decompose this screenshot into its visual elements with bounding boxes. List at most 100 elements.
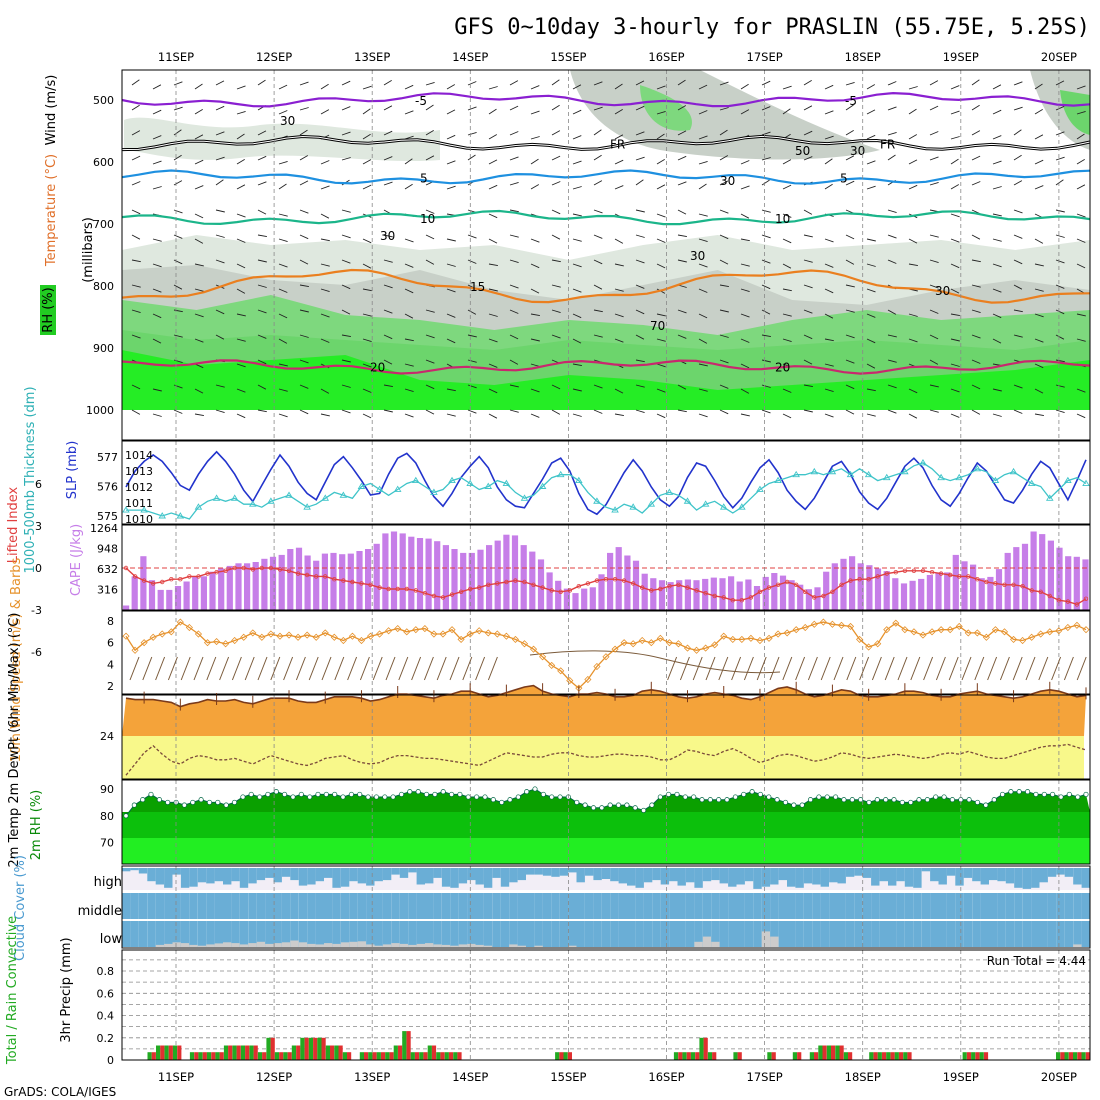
rh-marker [340, 794, 346, 800]
wind-axis-label: 10m Wind Speed (m/s) & Barbs [9, 557, 24, 762]
wind-speed-marker [846, 622, 855, 630]
panel-frame [121, 779, 1091, 865]
wind-barb [278, 338, 288, 344]
cape-bar [486, 545, 493, 610]
cloud-middle-bar [273, 893, 282, 919]
cloud-low-bar [425, 943, 434, 947]
wind-barb [155, 656, 166, 681]
wind-barb [950, 238, 960, 243]
wind-barb [908, 134, 918, 140]
cape-bar [278, 554, 285, 610]
wind-barb [1013, 106, 1023, 111]
wind-barb [320, 213, 330, 219]
wind-barb [362, 238, 372, 244]
li-marker [993, 581, 998, 586]
wind-barb [656, 388, 666, 393]
wind-barb [362, 288, 372, 292]
wind-barb [866, 109, 876, 115]
cloud-high-bar [677, 868, 686, 886]
wind-barb [1055, 284, 1065, 289]
wind-barb [887, 384, 897, 389]
li-marker [911, 568, 917, 573]
wind-barb [614, 263, 624, 267]
wind-barb [845, 180, 855, 186]
wind-barb [362, 388, 372, 393]
wind-barb [446, 338, 456, 344]
rh-marker [607, 802, 613, 808]
cloud-high-bar [610, 868, 619, 882]
cloud-high-bar [324, 868, 333, 878]
li-marker [431, 593, 437, 599]
cape-bar [174, 586, 182, 610]
wind-barb [803, 409, 813, 413]
cape-bar [477, 549, 484, 610]
cloud-low-bg [871, 921, 880, 947]
cloud-middle-bar [904, 893, 914, 919]
cloud-middle-bar [366, 893, 375, 919]
li-marker [413, 588, 418, 593]
wind-barb [131, 130, 141, 136]
wind-barb [803, 105, 813, 111]
wind-barb [929, 359, 939, 365]
wind-barb [530, 184, 540, 190]
wind-barb [1034, 288, 1044, 292]
thickness-marker [375, 485, 384, 492]
wind-barb [572, 363, 582, 367]
cloud-high-bar [989, 868, 998, 881]
wind-barb [719, 259, 729, 265]
cloud-high-bar [248, 868, 257, 884]
precip-convective-bar [1068, 1052, 1073, 1060]
wind-speed-marker [267, 630, 275, 638]
cape-bar [123, 605, 130, 610]
cloud-middle-bar [576, 893, 585, 919]
cloud-low-bg [888, 921, 897, 947]
cloud-middle-bar [812, 893, 821, 919]
rh-marker [1058, 794, 1064, 800]
wind-barb [698, 363, 708, 367]
cloud-middle-bar [921, 893, 931, 919]
cape-bar [710, 577, 717, 610]
date-tick-top: 12SEP [256, 50, 292, 64]
slp-tick: 1013 [125, 465, 153, 478]
wind-barb [656, 213, 666, 218]
wind-barb [824, 313, 834, 319]
wind-speed-marker [828, 620, 836, 628]
cape-bar [1047, 540, 1054, 610]
wind-barb [929, 80, 939, 86]
precip-convective-bar [177, 1045, 182, 1060]
wind-barb [971, 181, 981, 186]
li-marker [585, 581, 591, 586]
cape-tick: 1264 [90, 522, 118, 535]
wind-barb [215, 209, 225, 213]
precip-convective-bar [398, 1045, 403, 1060]
wind-barb [194, 288, 204, 292]
li-marker [1083, 596, 1089, 601]
cloud-low-bg [281, 921, 291, 947]
cloud-middle-bar [307, 893, 316, 919]
wind-barb [761, 359, 771, 363]
wind-barb [845, 259, 855, 265]
wind-barb [897, 656, 908, 681]
wind-barb [614, 238, 624, 244]
wind-speed-marker [194, 630, 203, 638]
cloud-low-bar [155, 944, 165, 947]
wind-barb [677, 181, 687, 186]
cloud-middle-bar [938, 893, 947, 919]
wind-barb [278, 183, 287, 190]
thickness-tick: 577 [97, 451, 118, 464]
li-marker [141, 578, 147, 583]
cloud-low-bg [492, 921, 501, 947]
cloud-high-bar [1022, 868, 1032, 889]
wind-barb [398, 656, 409, 681]
thickness-marker [919, 459, 927, 466]
wind-barb [1013, 384, 1023, 389]
wind-barb [803, 334, 813, 340]
wind-barb [383, 234, 393, 238]
cape-bar [624, 555, 631, 610]
wind-barb [1013, 259, 1023, 265]
precip-total-bar [826, 1045, 831, 1060]
cloud-low-bar [256, 941, 266, 947]
rh-contour-label: 30 [850, 144, 865, 158]
cape-bar [287, 549, 294, 610]
wind-barb [244, 656, 255, 681]
